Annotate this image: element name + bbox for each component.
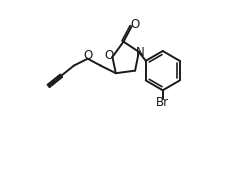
Text: O: O bbox=[130, 18, 139, 31]
Text: N: N bbox=[136, 46, 144, 59]
Text: O: O bbox=[83, 49, 92, 62]
Text: Br: Br bbox=[156, 96, 169, 109]
Text: O: O bbox=[104, 49, 113, 62]
